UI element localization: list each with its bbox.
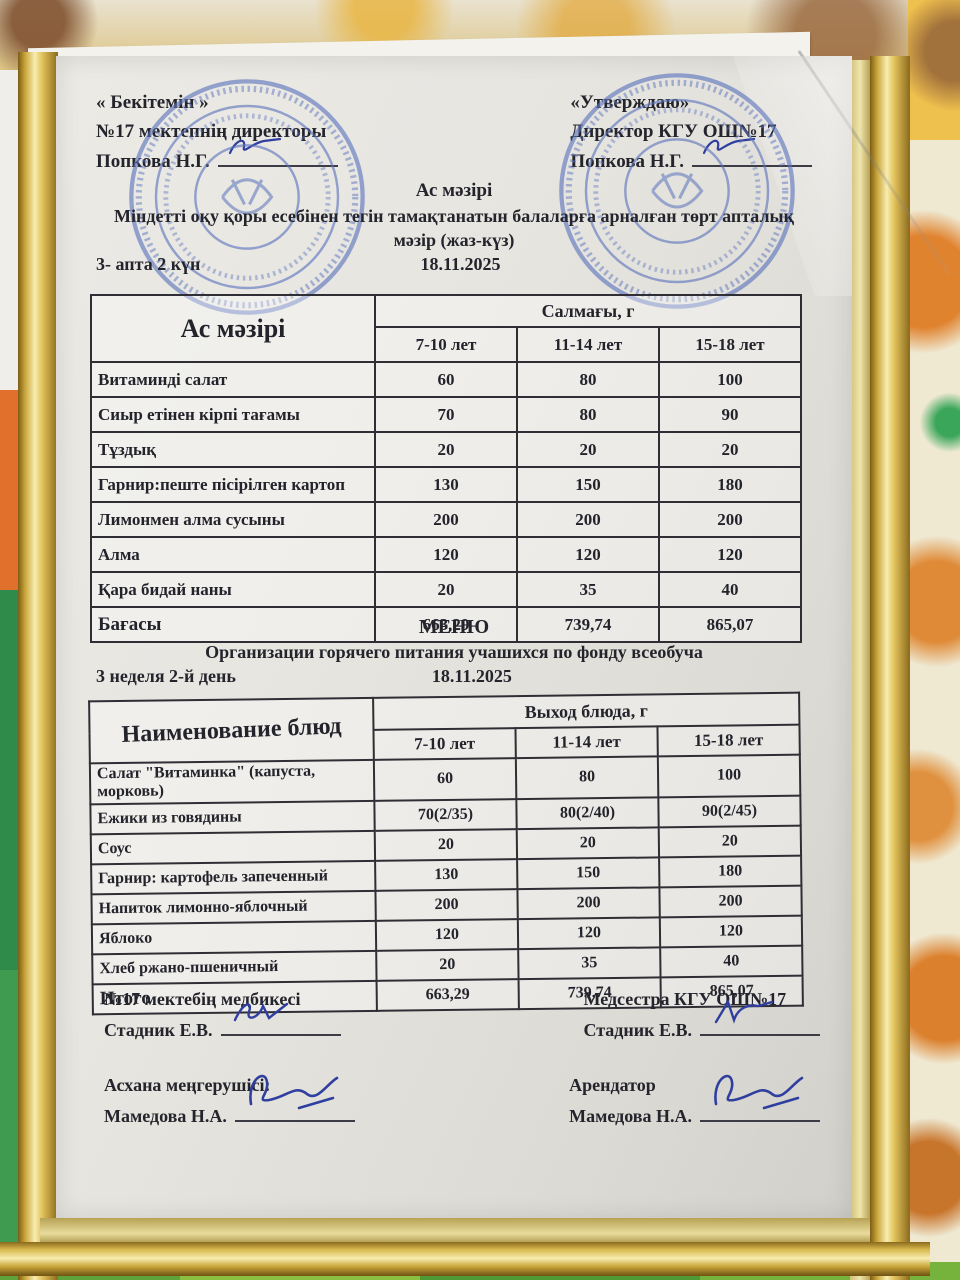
kazakh-date: 18.11.2025 [420,254,501,274]
kazakh-table-group-header: Салмағы, г [374,294,802,328]
age-column-2: 11-14 лет [516,326,660,363]
russian-table-group-header: Выход блюда, г [373,692,800,730]
nurse-left-signature [229,998,303,1038]
age-column-3: 15-18 лет [657,724,800,757]
approval-left: « Бекітемін » №17 мектепнің директоры По… [96,88,338,176]
director-signature-line [217,138,338,167]
wallpaper-oranges [908,0,960,1280]
approval-right: «Утверждаю» Директор КГУ ОШ№17 Попкова Н… [570,88,812,176]
table-row: Сиыр етінен кірпі тағамы 70 80 90 [90,396,802,433]
wall-background-left [0,70,20,1280]
russian-week-date: 3 неделя 2-й день 18.11.2025 [96,666,716,687]
age-column-2: 11-14 лет [515,726,658,759]
table-row: Лимонмен алма сусыны 200 200 200 [90,501,802,538]
table-row: Қара бидай наны 20 35 40 [90,571,802,608]
table-row: Алма 120 120 120 [90,536,802,573]
nurse-right-signature-line [700,999,820,1036]
nurse-left: №17 мектебің медбикесі Стадник Е.В. [104,984,341,1045]
gold-frame-right-lip [850,60,870,1280]
kazakh-menu-title: Ас мәзірі [415,180,493,201]
canteen-left: Асхана меңгерушісі: Мамедова Н.А. [104,1070,355,1131]
nurse-right-signature [708,998,782,1038]
canteen-left-signature-line [234,1074,355,1122]
gold-frame-right [870,56,910,1280]
kazakh-week-date: 3- апта 2 күн 18.11.2025 [96,254,716,275]
nurse-signatures: №17 мектебің медбикесі Стадник Е.В. Медс… [104,984,820,1045]
approval-right-quote: «Утверждаю» [570,92,690,113]
renter-right: Арендатор Мамедова Н.А. [569,1070,820,1131]
gold-frame-bottom [0,1242,930,1276]
total-row: Бағасы 663,29 739,74 865,07 [90,606,802,643]
table-row: Гарнир:пеште пісірілген картоп 130 150 180 [90,466,802,503]
table-row: Тұздық 20 20 20 [90,431,802,468]
approval-right-role: Директор КГУ ОШ№17 [570,121,777,143]
nurse-right: Медсестра КГУ ОШ№17 Стадник Е.В. [583,984,820,1045]
approval-left-quote: « Бекітемін » [96,92,209,113]
gold-frame-left [18,52,58,1280]
kazakh-age-header-row: 7-10 лет 11-14 лет 15-18 лет [91,326,802,363]
table-row: Витаминді салат 60 80 100 [90,361,802,398]
director-signature-2 [700,135,760,168]
canteen-left-signature [243,1064,343,1126]
menu-document: « Бекітемін » №17 мектепнің директоры По… [56,50,951,1220]
director-signature [226,135,286,168]
kazakh-week-day: 3- апта 2 күн [96,254,201,274]
russian-menu-subtitle: Организации горячего питания учашихся по… [205,642,703,662]
kazakh-menu-subtitle-2: мәзір (жаз-күз) [393,230,515,250]
russian-table-corner: Наименование блюд [89,697,374,764]
russian-menu-title: МЕНЮ [418,616,490,638]
gold-frame-bottom-lip [40,1218,870,1246]
canteen-signatures: Асхана меңгерушісі: Мамедова Н.А. Аренда… [104,1070,820,1131]
kazakh-menu-subtitle-1: Міндетті оқу қоры есебінен тегін тамақта… [114,206,794,226]
nurse-left-signature-line [220,1002,341,1036]
russian-menu-table: Наименование блюд Выход блюда, г 7-10 ле… [88,691,804,1016]
approval-left-name: Попкова Н.Г. [96,138,338,176]
kazakh-menu-table: Ас мәзірі Салмағы, г 7-10 лет 11-14 лет … [90,294,802,643]
russian-date: 18.11.2025 [431,666,512,686]
approval-left-role: №17 мектепнің директоры [96,121,327,143]
age-column-3: 15-18 лет [658,326,802,363]
director-signature-line-2 [692,138,812,167]
renter-right-signature [708,1064,808,1126]
approval-right-name: Попкова Н.Г. [570,138,812,176]
age-column-1: 7-10 лет [374,326,518,363]
renter-right-signature-line [700,1074,820,1122]
kazakh-table-corner: Ас мәзірі [90,294,376,363]
russian-week-day: 3 неделя 2-й день [96,666,236,686]
approval-header: « Бекітемін » №17 мектепнің директоры По… [96,88,812,176]
age-column-1: 7-10 лет [373,728,516,760]
